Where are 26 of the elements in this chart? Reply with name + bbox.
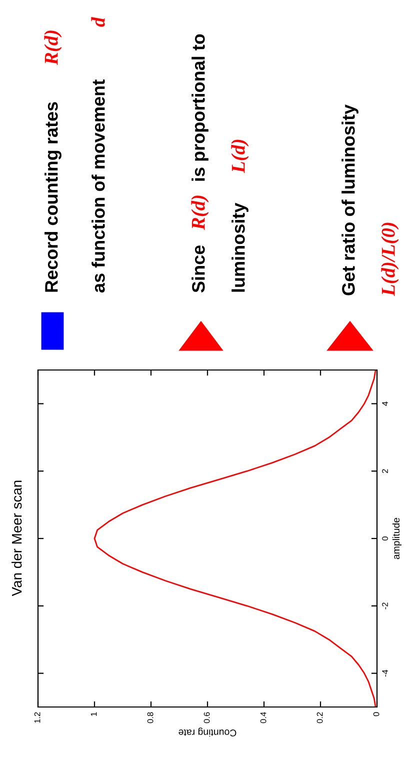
text: Van der Meer scan: [12, 480, 22, 596]
text: Record counting rates: [44, 102, 62, 292]
text: R(d): [44, 30, 62, 66]
y-tick-label: 0: [382, 536, 388, 540]
y-tick-label: -4: [382, 670, 388, 677]
x-axis-title: Counting rate: [178, 728, 236, 737]
x-tick-label: 1: [90, 712, 97, 716]
x-tick-label: 0.6: [204, 712, 210, 724]
text: d: [91, 17, 105, 27]
x-tick-label: 0.4: [260, 712, 266, 724]
text: Since: [192, 245, 205, 292]
x-tick-label: 1.2: [34, 712, 40, 723]
text: Get ratio of luminosity: [342, 104, 358, 296]
y-tick-label: 2: [382, 469, 388, 473]
text: L(d)/L(0): [381, 222, 399, 296]
text: R(d): [191, 196, 209, 230]
text: luminosity: [232, 202, 248, 292]
y-tick-label: 4: [382, 402, 388, 406]
x-tick-label: 0.8: [147, 712, 154, 724]
text: as function of movement: [92, 80, 105, 292]
text: L(d): [231, 140, 249, 174]
x-tick-label: 0: [373, 712, 380, 716]
text: is proportional to: [192, 34, 208, 181]
y-axis-title: amplitude: [392, 518, 402, 560]
y-tick-label: -2: [382, 602, 388, 610]
x-tick-label: 0.2: [316, 712, 323, 724]
